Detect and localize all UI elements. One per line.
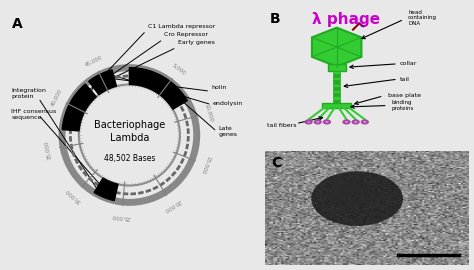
Text: 30,000: 30,000 (65, 187, 82, 204)
Text: λ phage: λ phage (312, 12, 380, 27)
Text: 40,000: 40,000 (49, 88, 63, 107)
Text: 5,000: 5,000 (171, 63, 187, 76)
Text: Bacteriophage: Bacteriophage (94, 120, 165, 130)
Polygon shape (94, 178, 118, 201)
Bar (328, 64, 346, 71)
Text: B: B (269, 12, 280, 26)
Polygon shape (62, 84, 96, 131)
Text: 20,000: 20,000 (163, 198, 182, 212)
Text: base plate: base plate (388, 93, 421, 98)
Text: IHF consensus
sequence: IHF consensus sequence (11, 109, 57, 120)
Ellipse shape (326, 180, 376, 208)
Text: Late
genes: Late genes (219, 126, 237, 137)
Bar (333, 83, 340, 87)
Text: C: C (272, 157, 282, 170)
Text: collar: collar (400, 61, 417, 66)
Bar (322, 103, 351, 108)
Text: endolysin: endolysin (213, 101, 243, 106)
Polygon shape (129, 68, 187, 109)
Text: Cro Repressor: Cro Repressor (164, 32, 209, 37)
Text: 48,502 Bases: 48,502 Bases (104, 154, 155, 163)
Text: Lambda: Lambda (109, 133, 149, 143)
Text: 10,000: 10,000 (203, 103, 213, 123)
Bar (333, 77, 340, 80)
Bar (333, 96, 340, 100)
Text: Integration
protein: Integration protein (11, 88, 46, 99)
Text: C1 Lambda repressor: C1 Lambda repressor (147, 23, 215, 29)
Bar (333, 80, 340, 83)
Text: 25,000: 25,000 (111, 213, 131, 220)
Text: Early genes: Early genes (178, 40, 215, 45)
Text: head
containing
DNA: head containing DNA (408, 10, 437, 26)
Bar (333, 100, 340, 103)
Text: 45,000: 45,000 (83, 55, 103, 68)
Text: binding
proteins: binding proteins (392, 100, 414, 111)
Text: holin: holin (211, 85, 227, 90)
Ellipse shape (311, 171, 403, 226)
Text: 35,000: 35,000 (44, 140, 53, 160)
Polygon shape (89, 70, 117, 95)
Bar (333, 71, 340, 74)
Bar (333, 90, 340, 93)
Text: tail fibers: tail fibers (267, 123, 297, 127)
Polygon shape (312, 28, 362, 67)
Text: tail: tail (400, 77, 410, 82)
Bar (333, 93, 340, 96)
Bar (333, 87, 340, 90)
Bar (333, 74, 340, 77)
Text: A: A (11, 17, 22, 31)
Text: 15,000: 15,000 (200, 155, 212, 175)
